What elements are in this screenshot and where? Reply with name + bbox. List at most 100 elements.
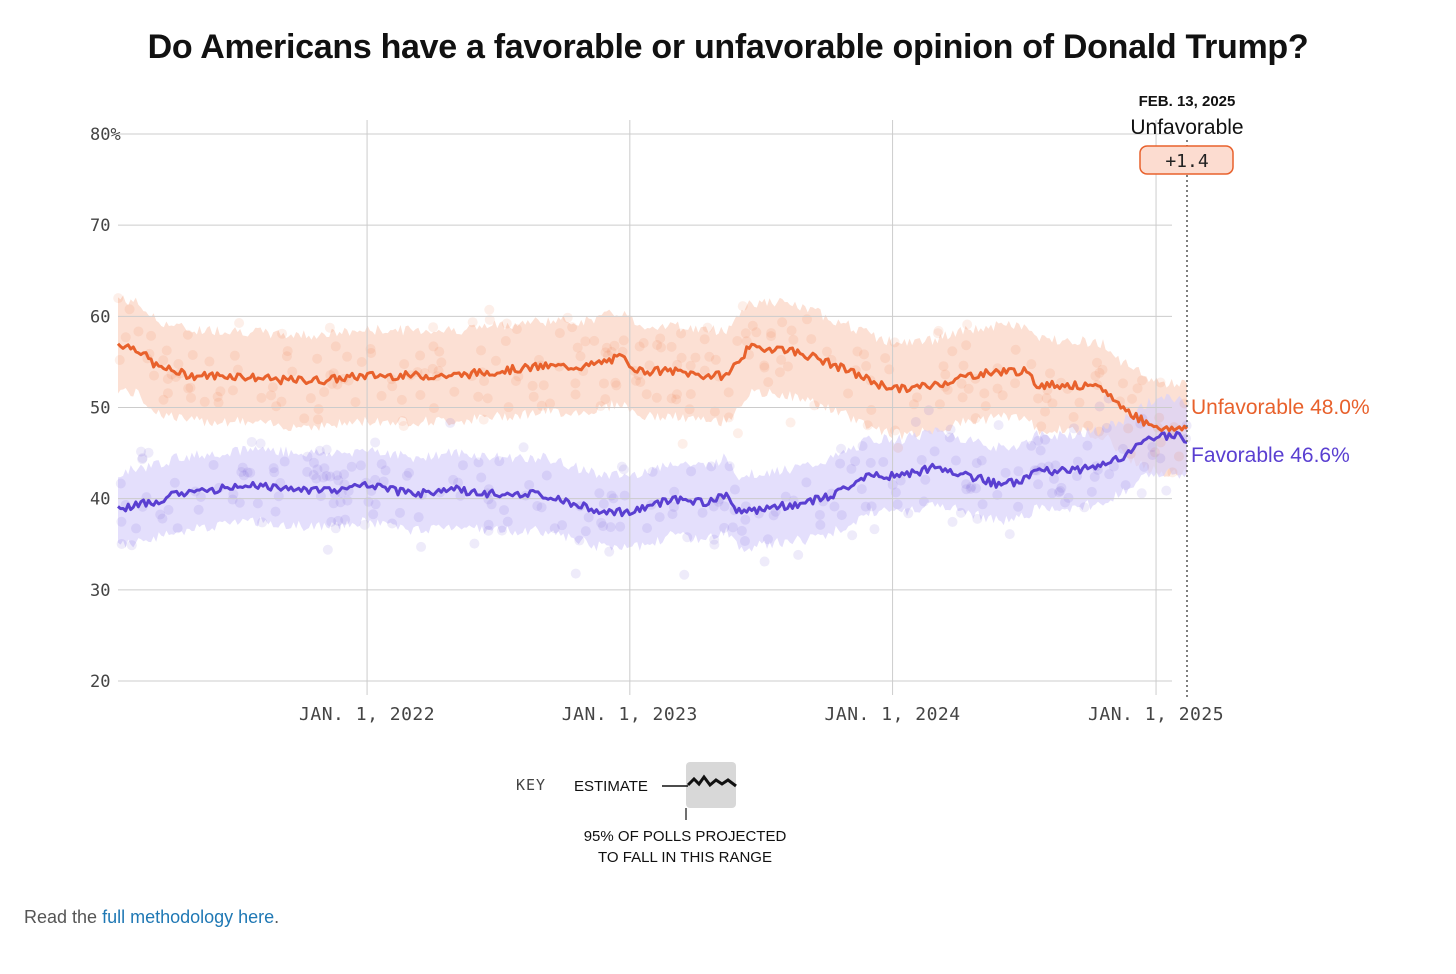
poll-dot	[1060, 497, 1071, 508]
poll-dot	[502, 516, 513, 527]
poll-dot	[878, 456, 889, 467]
poll-dot	[416, 541, 427, 552]
poll-dot	[398, 420, 409, 431]
poll-dot	[1086, 486, 1097, 497]
poll-dot	[1068, 423, 1079, 434]
poll-dot	[635, 377, 646, 388]
poll-dot	[163, 504, 174, 515]
poll-dot	[370, 474, 381, 485]
poll-dot	[333, 475, 344, 486]
poll-dot	[397, 416, 408, 427]
poll-dot	[137, 453, 148, 464]
poll-dot	[318, 472, 329, 483]
poll-dot	[124, 304, 135, 315]
poll-dot	[709, 534, 720, 545]
poll-dot	[183, 383, 194, 394]
poll-dot	[434, 346, 445, 357]
poll-dot	[736, 525, 747, 536]
poll-dot	[158, 394, 169, 405]
poll-dot	[1139, 461, 1150, 472]
poll-dot	[972, 513, 983, 524]
poll-dot	[719, 522, 730, 533]
poll-dot	[246, 436, 257, 447]
poll-dot	[332, 470, 343, 481]
poll-dot	[947, 516, 958, 527]
poll-dot	[308, 469, 319, 480]
poll-dot	[679, 569, 690, 580]
series-end-labels: Unfavorable 48.0% Favorable 46.6%	[1191, 396, 1370, 467]
poll-dot	[912, 392, 923, 403]
poll-dot	[685, 360, 696, 371]
poll-dot	[892, 499, 903, 510]
poll-dot	[1053, 487, 1064, 498]
poll-dot	[668, 502, 679, 513]
poll-dot	[580, 526, 591, 537]
poll-dot	[676, 328, 687, 339]
poll-dot	[727, 522, 738, 533]
poll-dot	[229, 350, 240, 361]
poll-dot	[1074, 397, 1085, 408]
poll-dot	[1056, 482, 1067, 493]
poll-dot	[120, 332, 131, 343]
poll-dot	[255, 438, 266, 449]
poll-dot	[256, 392, 267, 403]
poll-dot	[1033, 435, 1044, 446]
poll-dot	[1137, 375, 1148, 386]
poll-dot	[852, 346, 863, 357]
poll-dot	[782, 361, 793, 372]
poll-dot	[604, 546, 615, 557]
poll-dot	[580, 336, 591, 347]
poll-dot	[279, 456, 290, 467]
poll-dot	[933, 325, 944, 336]
poll-dot	[932, 328, 943, 339]
poll-dot	[327, 378, 338, 389]
poll-dot	[541, 470, 552, 481]
poll-dot	[326, 516, 337, 527]
poll-dot	[704, 351, 715, 362]
poll-dot	[601, 342, 612, 353]
footer-prefix: Read the	[24, 907, 103, 927]
poll-dot	[814, 509, 825, 520]
favorable-band	[118, 393, 1187, 553]
poll-dot	[116, 516, 127, 527]
poll-dot	[671, 389, 682, 400]
y-tick-label: 70	[90, 216, 110, 236]
poll-dot	[195, 491, 206, 502]
poll-dot	[267, 382, 278, 393]
poll-dot	[737, 301, 748, 312]
poll-dot	[500, 336, 511, 347]
poll-dot	[213, 397, 224, 408]
methodology-link[interactable]: full methodology here	[102, 907, 275, 927]
poll-dot	[1120, 480, 1131, 491]
poll-dot	[494, 456, 505, 467]
poll-dot	[618, 335, 629, 346]
poll-dot	[136, 446, 147, 457]
poll-dot	[918, 496, 929, 507]
poll-dot	[785, 417, 796, 428]
poll-dot	[965, 483, 976, 494]
poll-dot	[208, 459, 219, 470]
poll-dot	[903, 508, 914, 519]
poll-dot	[311, 473, 322, 484]
poll-dot	[1036, 421, 1047, 432]
poll-dot	[227, 385, 238, 396]
poll-dot	[137, 454, 148, 465]
footer-note: Read the full methodology here.	[24, 907, 279, 928]
poll-dot	[228, 489, 239, 500]
poll-dot	[793, 549, 804, 560]
poll-dot	[1118, 443, 1129, 454]
poll-dot	[1000, 467, 1011, 478]
poll-dot	[242, 467, 253, 478]
poll-dot	[415, 390, 426, 401]
poll-dot	[866, 501, 877, 512]
poll-dot	[428, 403, 439, 414]
poll-dot	[615, 521, 626, 532]
poll-dot	[920, 474, 931, 485]
poll-dot	[538, 380, 549, 391]
unfavorable-band	[118, 295, 1187, 477]
poll-dot	[1026, 440, 1037, 451]
poll-dot	[549, 523, 560, 534]
y-tick-label: 60	[90, 307, 110, 327]
poll-dot	[428, 322, 439, 333]
poll-dot	[476, 472, 487, 483]
